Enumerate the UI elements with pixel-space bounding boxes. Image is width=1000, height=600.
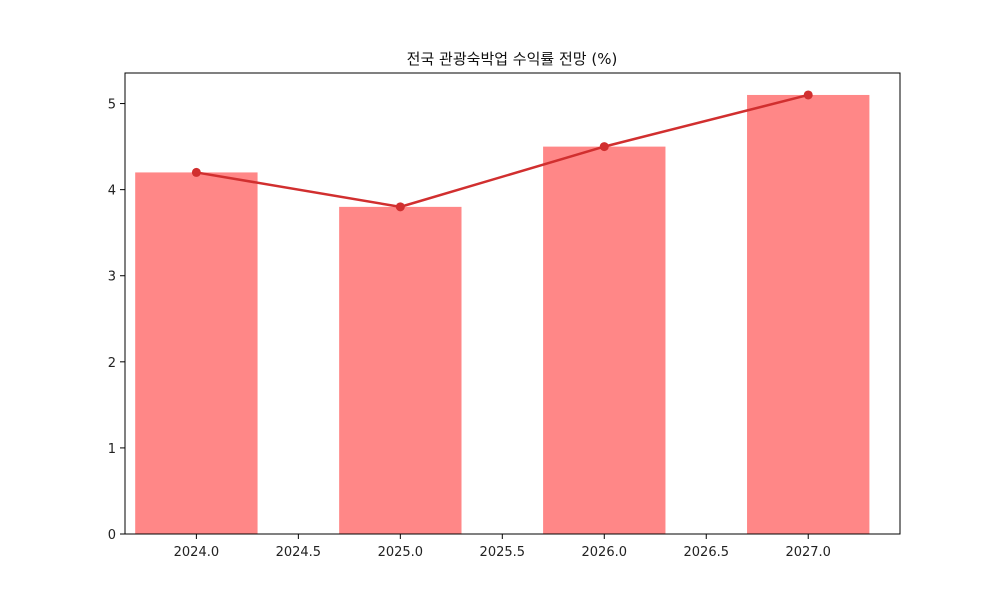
bar-0 [135,172,258,534]
points-layer [191,90,813,212]
axes-layer [124,72,901,535]
data-point-1 [395,202,405,212]
x-tick-label-0: 2024.0 [174,545,220,560]
x-tick-label-2: 2025.0 [378,545,424,560]
bar-3 [747,94,870,534]
bar-2 [543,146,666,534]
line-layer [195,93,810,209]
bars-layer [135,94,870,534]
plot-frame [124,72,901,535]
y-tick-label-1: 1 [108,442,116,457]
data-point-3 [803,90,813,100]
x-tick-label-1: 2024.5 [276,545,322,560]
ticks-layer: 2024.0 2024.5 2025.0 2025.5 2026.0 2026.5 2027… [108,98,831,560]
y-tick-label-4: 4 [108,184,116,199]
x-tick-label-6: 2027.0 [785,545,831,560]
series-line [195,93,810,209]
x-tick-label-3: 2025.5 [480,545,526,560]
y-tick-label-0: 0 [108,528,116,543]
chart-title: 전국 관광숙박업 수익률 전망 (%) [407,50,618,68]
data-point-0 [191,167,201,177]
data-point-2 [599,142,609,152]
bar-1 [339,206,462,534]
y-tick-label-3: 3 [108,270,116,285]
x-tick-label-5: 2026.5 [684,545,730,560]
x-tick-label-4: 2026.0 [582,545,628,560]
y-tick-label-2: 2 [108,356,116,371]
y-tick-label-5: 5 [108,98,116,113]
